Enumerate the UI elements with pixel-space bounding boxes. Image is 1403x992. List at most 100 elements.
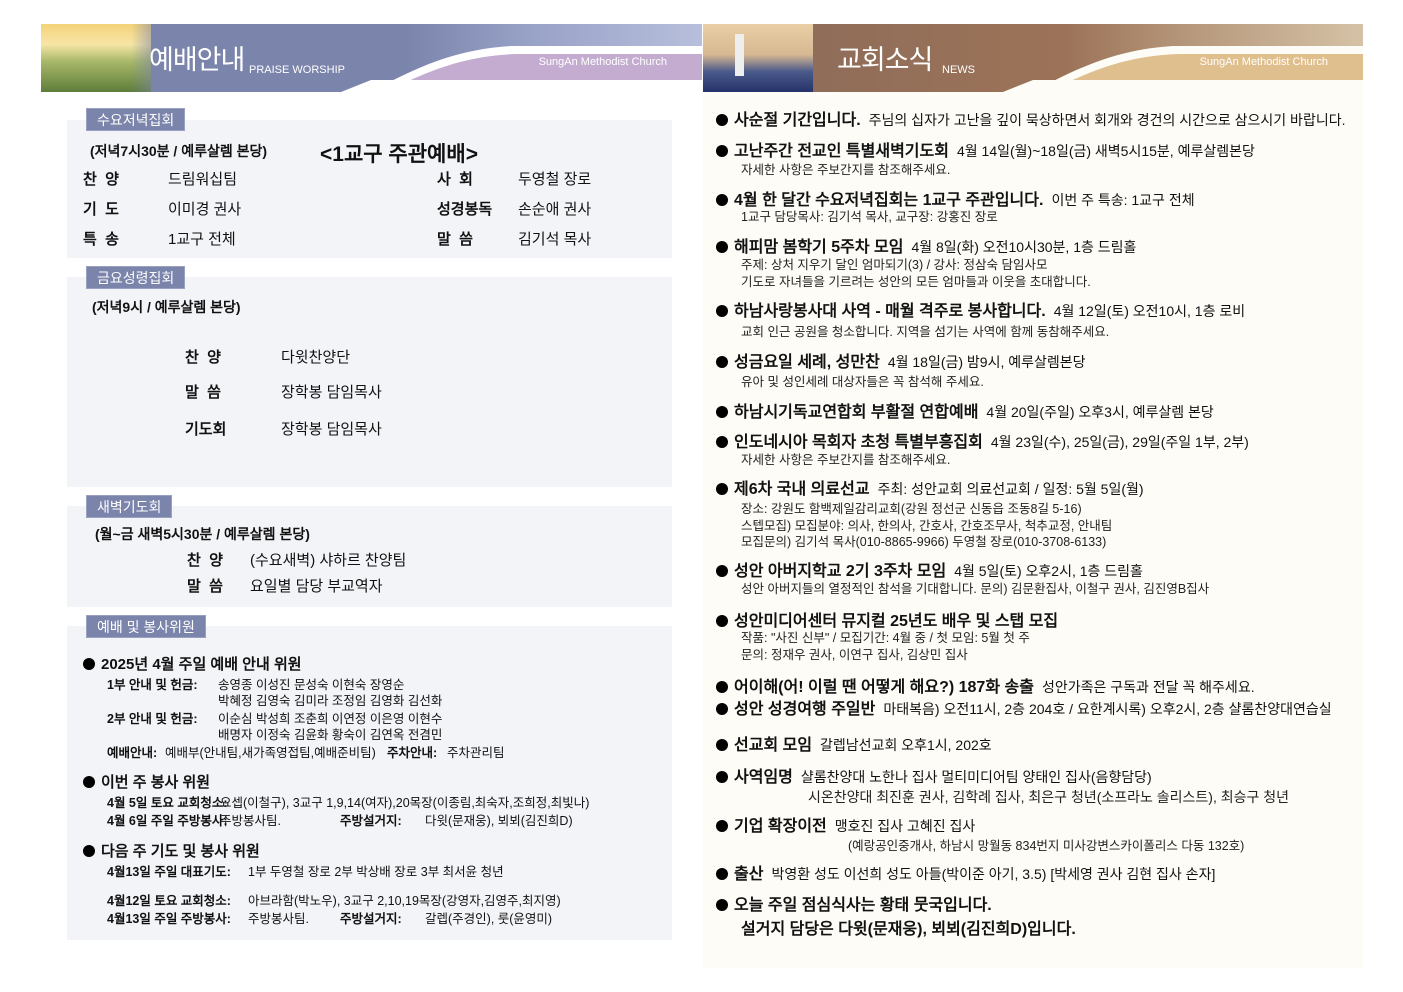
news-detail: 4월 14일(월)~18일(금) 새벽5시15분, 예루살렘본당 bbox=[956, 143, 1255, 159]
bullet-icon bbox=[716, 145, 728, 157]
banner-subtitle: NEWS bbox=[942, 64, 975, 76]
bullet-icon bbox=[716, 899, 728, 911]
news-detail: 4월 5일(토) 오후2시, 1층 드림홀 bbox=[954, 563, 1143, 579]
group-title-text: 이번 주 봉사 위원 bbox=[101, 774, 211, 791]
news-title: 사순절 기간입니다. bbox=[734, 112, 861, 129]
duty-label: 주방설거지: bbox=[340, 814, 402, 828]
section-box bbox=[67, 506, 672, 607]
section-tab-dawn: 새벽기도회 bbox=[86, 495, 173, 518]
church-name: SungAn Methodist Church bbox=[1199, 56, 1328, 68]
news-subline: 시온찬양대 최진훈 권사, 김학례 집사, 최은구 청년(소프라노 솔리스트),… bbox=[808, 789, 1290, 805]
news-title: 하남시기독교연합회 부활절 연합예배 bbox=[734, 404, 979, 421]
news-title: 하남사랑봉사대 사역 - 매월 격주로 봉사합니다. bbox=[734, 303, 1046, 320]
news-title: 인도네시아 목회자 초청 특별부흥집회 bbox=[734, 434, 983, 451]
duty-label: 주차안내: bbox=[387, 746, 438, 760]
bullet-icon bbox=[716, 483, 728, 495]
role-label: 사 회 bbox=[437, 171, 473, 188]
banner-title: 교회소식 bbox=[837, 45, 933, 75]
role-value: 김기석 목사 bbox=[518, 231, 592, 248]
news-detail: 마태복음) 오전11시, 2층 204호 / 요한계시록) 오후2시, 2층 샬… bbox=[883, 701, 1332, 717]
news-detail: 박영환 성도 이선희 성도 아들(박이준 아기, 3.5) [박세영 권사 김현… bbox=[771, 866, 1216, 882]
role-label: 말 씀 bbox=[437, 231, 473, 248]
news-subline: 성안 아버지들의 열정적인 참석을 기대합니다. 문의) 김문환집사, 이철구 … bbox=[741, 582, 1210, 596]
bullet-icon bbox=[716, 565, 728, 577]
news-item: 사순절 기간입니다. 주님의 십자가 고난을 깊이 묵상하면서 회개와 경건의 시… bbox=[716, 106, 1345, 130]
service-headline: <1교구 주관예배> bbox=[320, 143, 478, 166]
news-item: 제6차 국내 의료선교 주최: 성안교회 의료선교회 / 일정: 5월 5일(월) bbox=[716, 475, 1144, 499]
duty-label: 예배안내: bbox=[107, 746, 158, 760]
news-subline: 장소: 강원도 함백제일감리교회(강원 정선군 신동읍 조동8길 5-16) bbox=[741, 502, 1082, 516]
bullet-icon bbox=[716, 241, 728, 253]
section-tab-friday: 금요성령집회 bbox=[86, 266, 186, 289]
news-title: 제6차 국내 의료선교 bbox=[734, 481, 870, 498]
bullet-icon bbox=[716, 356, 728, 368]
news-subline: 모집문의) 김기석 목사(010-8865-9966) 두영철 장로(010-3… bbox=[741, 535, 1107, 549]
role-label: 찬 양 bbox=[83, 171, 119, 188]
news-title: 4월 한 달간 수요저녁집회는 1교구 주관입니다. bbox=[734, 192, 1044, 209]
role-value: 손순애 권사 bbox=[518, 201, 592, 218]
right-banner: 교회소식 NEWS SungAn Methodist Church bbox=[703, 24, 1363, 92]
news-subline: 자세한 사항은 주보간지를 참조해주세요. bbox=[741, 453, 951, 467]
duty-value: 요셉(이철구), 3교구 1,9,14(여자),20목장(이종림,최숙자,조희정… bbox=[220, 796, 590, 810]
news-title: 선교회 모임 bbox=[734, 737, 813, 754]
bullet-icon bbox=[716, 114, 728, 126]
news-title: 고난주간 전교인 특별새벽기도회 bbox=[734, 143, 949, 160]
news-subline: 문의: 정재우 권사, 이연구 집사, 김상민 집사 bbox=[741, 648, 968, 662]
news-subline: 작품: "사진 신부" / 모집기간: 4월 중 / 첫 모임: 5월 첫 주 bbox=[741, 631, 1030, 645]
banner-swoosh bbox=[341, 46, 702, 92]
news-detail: 맹호진 집사 고혜진 집사 bbox=[834, 818, 976, 834]
news-detail: 4월 20일(주일) 오후3시, 예루살렘 본당 bbox=[986, 404, 1214, 420]
role-label: 말 씀 bbox=[187, 578, 223, 595]
news-detail: 이번 주 특송: 1교구 전체 bbox=[1051, 192, 1195, 208]
news-subline: 자세한 사항은 주보간지를 참조해주세요. bbox=[741, 163, 951, 177]
role-value: 드림워십팀 bbox=[168, 171, 238, 188]
duty-label: 4월12일 토요 교회청소: bbox=[107, 894, 231, 908]
news-detail: 성안가족은 구독과 전달 꼭 해주세요. bbox=[1041, 679, 1255, 695]
duty-label: 1부 안내 및 헌금: bbox=[107, 678, 198, 692]
role-value: (수요새벽) 샤하르 찬양팀 bbox=[250, 552, 407, 569]
news-subline: (예랑공인중개사, 하남시 망월동 834번지 미사강변스카이폴리스 다동 13… bbox=[848, 839, 1245, 853]
duty-value: 주차관리팀 bbox=[447, 746, 505, 760]
news-item: 하남사랑봉사대 사역 - 매월 격주로 봉사합니다. 4월 12일(토) 오전10… bbox=[716, 297, 1245, 321]
news-subline: 설거지 담당은 다윗(문재웅), 뵈뵈(김진희D)입니다. bbox=[741, 921, 1076, 938]
news-item: 고난주간 전교인 특별새벽기도회 4월 14일(월)~18일(금) 새벽5시15분… bbox=[716, 137, 1255, 161]
left-banner: 예배안내 PRAISE WORSHIP SungAn Methodist Chu… bbox=[41, 24, 702, 92]
role-value: 1교구 전체 bbox=[168, 231, 236, 248]
group-title: 다음 주 기도 및 봉사 위원 bbox=[83, 840, 260, 861]
group-title: 2025년 4월 주일 예배 안내 위원 bbox=[83, 653, 302, 674]
section-box bbox=[67, 120, 672, 258]
news-item: 사역임명 샬롬찬양대 노한나 집사 멀티미디어팀 양태인 집사(음향담당) bbox=[716, 763, 1152, 787]
news-item: 선교회 모임 갈렙남선교회 오후1시, 202호 bbox=[716, 731, 992, 755]
duty-value: 1부 두영철 장로 2부 박상배 장로 3부 최서윤 청년 bbox=[248, 865, 504, 879]
role-label: 특 송 bbox=[83, 231, 119, 248]
news-item: 해피맘 봄학기 5주차 모임 4월 8일(화) 오전10시30분, 1층 드림홀 bbox=[716, 233, 1136, 257]
duty-label: 4월13일 주일 대표기도: bbox=[107, 865, 231, 879]
duty-label: 4월 5일 토요 교회청소: bbox=[107, 796, 228, 810]
role-label: 찬 양 bbox=[187, 552, 223, 569]
duty-value: 아브라함(박노우), 3교구 2,10,19목장(강영자,김영주,최지영) bbox=[248, 894, 561, 908]
news-item: 기업 확장이전 맹호진 집사 고혜진 집사 bbox=[716, 812, 975, 836]
news-detail: 4월 8일(화) 오전10시30분, 1층 드림홀 bbox=[911, 239, 1137, 255]
role-value: 장학봉 담임목사 bbox=[281, 421, 382, 438]
news-subline: 주제: 상처 지우기 달인 엄마되기(3) / 강사: 정삼숙 담임사모 bbox=[741, 258, 1048, 272]
news-item: 오늘 주일 점심식사는 황태 뭇국입니다. bbox=[716, 891, 992, 915]
duty-value: 송영종 이성진 문성숙 이현숙 장영순 bbox=[218, 678, 405, 692]
bullet-icon bbox=[716, 739, 728, 751]
news-title: 성안 성경여행 주일반 bbox=[734, 701, 876, 718]
news-item: 하남시기독교연합회 부활절 연합예배 4월 20일(주일) 오후3시, 예루살렘 … bbox=[716, 398, 1214, 422]
service-time: (월~금 새벽5시30분 / 예루살렘 본당) bbox=[95, 526, 310, 542]
bullet-icon bbox=[716, 820, 728, 832]
news-page: 교회소식 NEWS SungAn Methodist Church bbox=[703, 24, 1363, 968]
news-subline: 유아 및 성인세례 대상자들은 꼭 참석해 주세요. bbox=[741, 375, 984, 389]
role-value: 요일별 담당 부교역자 bbox=[250, 578, 383, 595]
bullet-icon bbox=[83, 845, 95, 857]
duty-label: 주방설거지: bbox=[340, 912, 402, 926]
news-item: 성안 성경여행 주일반 마태복음) 오전11시, 2층 204호 / 요한계시록)… bbox=[716, 695, 1332, 719]
duty-value: 주방봉사팀. bbox=[220, 814, 281, 828]
group-title: 이번 주 봉사 위원 bbox=[83, 771, 210, 792]
news-title: 어이해(어! 이럴 땐 어떻게 해요?) 187화 송출 bbox=[734, 679, 1034, 696]
bullet-icon bbox=[83, 776, 95, 788]
news-detail: 샬롬찬양대 노한나 집사 멀티미디어팀 양태인 집사(음향담당) bbox=[800, 769, 1152, 785]
news-title: 오늘 주일 점심식사는 황태 뭇국입니다. bbox=[734, 897, 992, 914]
bullet-icon bbox=[716, 615, 728, 627]
